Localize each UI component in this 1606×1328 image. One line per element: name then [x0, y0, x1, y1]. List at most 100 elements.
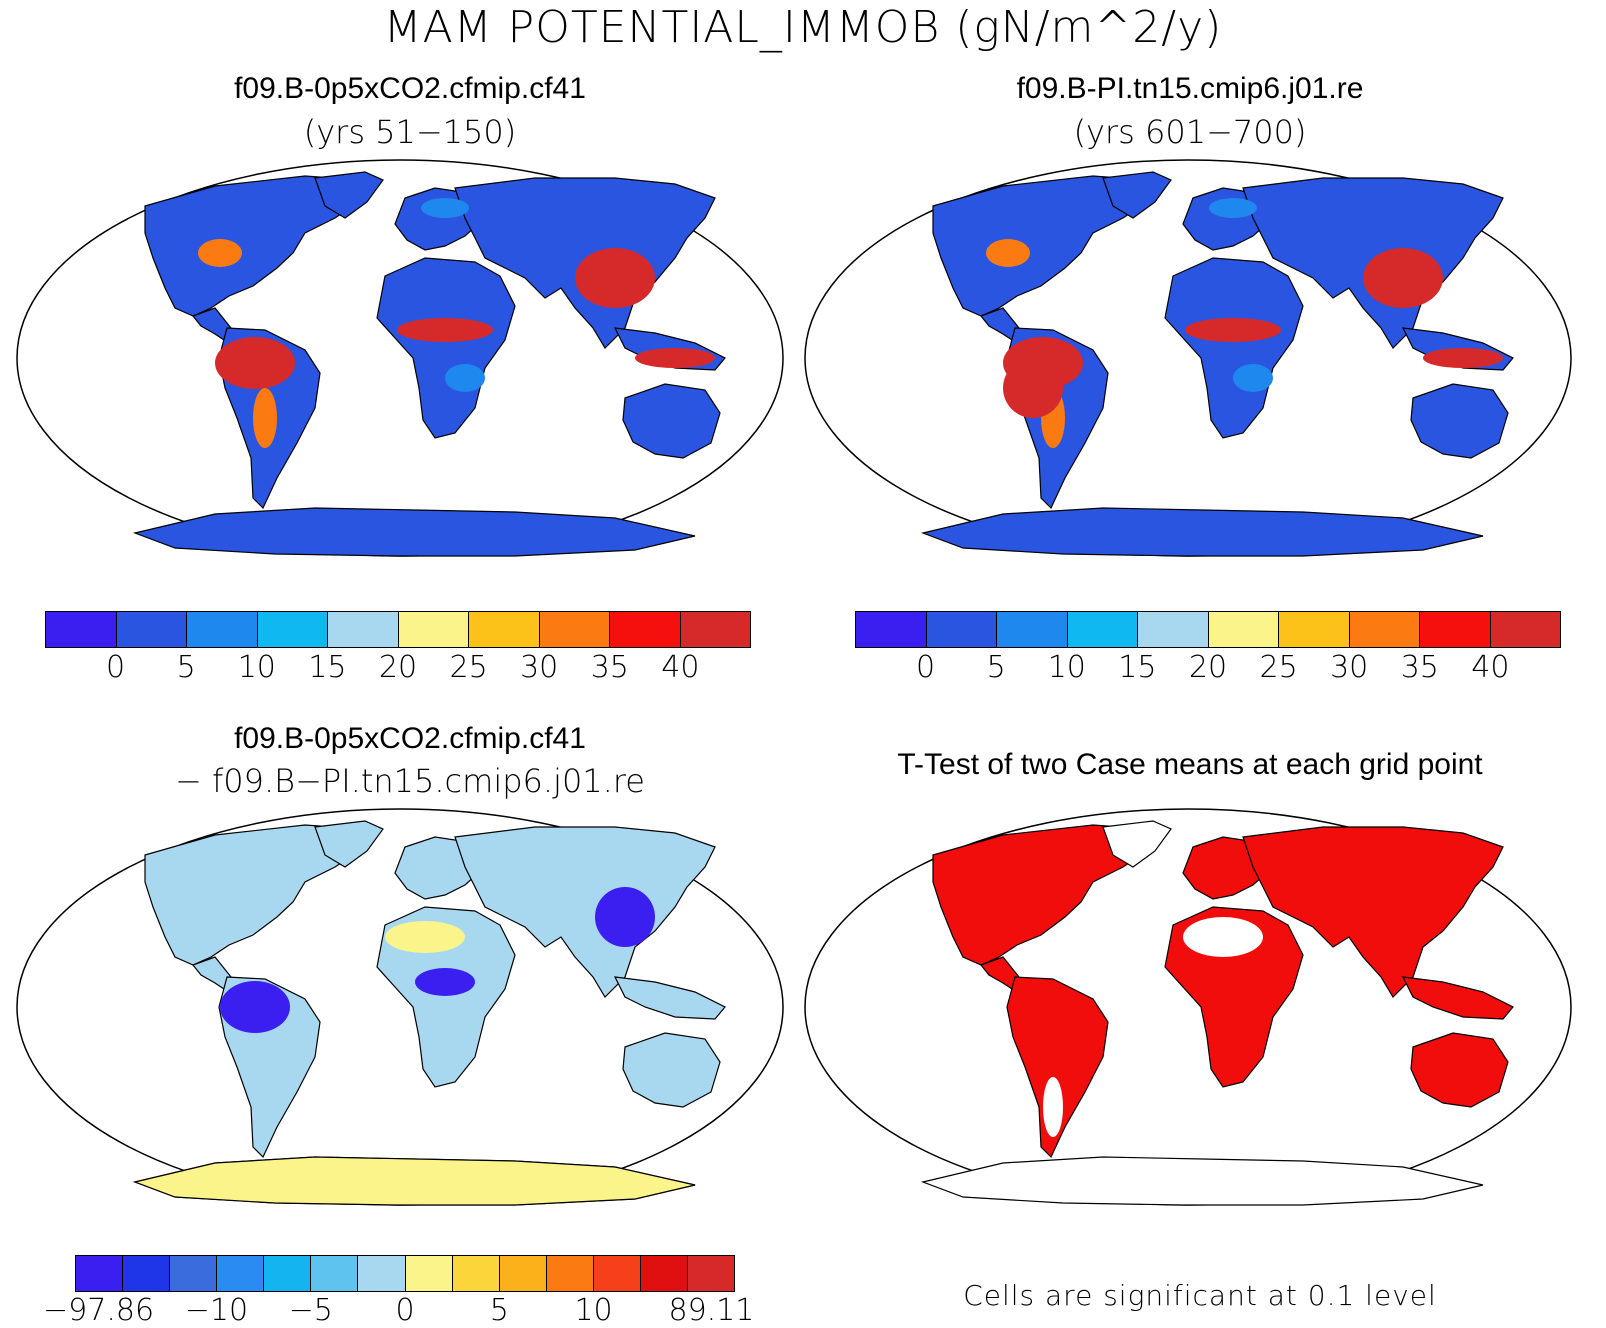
continent-greenland — [1102, 171, 1172, 219]
colorbar-tick-label: 15 — [308, 650, 347, 685]
colorbar-swatch — [1349, 612, 1420, 647]
continent-southAmerica — [1006, 976, 1109, 1159]
colorbar-swatch — [264, 1256, 312, 1291]
maritime-high-patch — [635, 348, 715, 368]
panel2-subtitle: (yrs 601−700) — [1073, 113, 1307, 151]
colorbar-tick-label: 40 — [661, 650, 700, 685]
us-high-patch — [986, 239, 1030, 267]
colorbar-swatch — [546, 1256, 594, 1291]
panel3-colorbar-ticks: −97.86 −10 −5 0 5 10 89.11 — [43, 1293, 754, 1328]
colorbar-tick-label: 5 — [489, 1293, 509, 1328]
figure-title: MAM POTENTIAL_IMMOB (gN/m^2/y) — [383, 2, 1223, 53]
colorbar-swatch — [640, 1256, 689, 1291]
east-asia-high-patch — [1363, 248, 1443, 308]
continent-seAsia — [613, 976, 726, 1020]
colorbar-swatch — [217, 1256, 265, 1291]
colorbar-tick-label: 40 — [1471, 650, 1510, 685]
continent-greenland — [314, 820, 384, 868]
continent-seAsia — [1401, 976, 1514, 1020]
colorbar-swatch — [76, 1256, 124, 1291]
sahel-negative-patch — [415, 968, 475, 996]
panel2-title: f09.B-PI.tn15.cmip6.j01.re — [1016, 72, 1364, 105]
maritime-high-patch — [1423, 348, 1503, 368]
colorbar-tick-label: 10 — [574, 1293, 613, 1328]
colorbar-tick-label: 10 — [1047, 650, 1086, 685]
panel3-subtitle: − f09.B−PI.tn15.cmip6.j01.re — [175, 762, 645, 800]
colorbar-tick-label: 30 — [1330, 650, 1369, 685]
continent-greenland — [1102, 820, 1172, 868]
continent-antarctica — [920, 1156, 1484, 1206]
colorbar-tick-label: 30 — [520, 650, 559, 685]
colorbar-swatch — [997, 612, 1068, 647]
continent-antarctica — [132, 1156, 696, 1206]
colorbar-swatch — [170, 1256, 218, 1291]
colorbar-tick-label: −10 — [184, 1293, 249, 1328]
colorbar-tick-label: 89.11 — [668, 1293, 755, 1328]
colorbar-swatch — [1067, 612, 1138, 647]
colorbar-tick-label: 15 — [1118, 650, 1157, 685]
panel2-colorbar — [855, 611, 1561, 648]
panel3-title: f09.B-0p5xCO2.cfmip.cf41 — [234, 722, 586, 755]
colorbar-tick-label: 0 — [106, 650, 126, 685]
colorbar-swatch — [1138, 612, 1209, 647]
sahel-high-patch — [397, 318, 493, 342]
colorbar-swatch — [499, 1256, 547, 1291]
colorbar-swatch — [187, 612, 258, 647]
sahara-nonsignificant-patch — [1183, 917, 1263, 957]
colorbar-tick-label: 10 — [237, 650, 276, 685]
panel4-title: T-Test of two Case means at each grid po… — [897, 748, 1483, 781]
panel1-subtitle: (yrs 51−150) — [303, 113, 517, 151]
colorbar-swatch — [398, 612, 469, 647]
panel1-title: f09.B-0p5xCO2.cfmip.cf41 — [234, 72, 586, 105]
sahel-high-patch — [1185, 318, 1281, 342]
continent-australia — [1410, 1032, 1509, 1108]
colorbar-swatch — [1420, 612, 1491, 647]
brazil-patch — [253, 388, 277, 448]
colorbar-swatch — [593, 1256, 641, 1291]
panel2-map — [804, 159, 1572, 557]
south-africa-patch — [1233, 364, 1273, 392]
continent-greenland — [314, 171, 384, 219]
colorbar-swatch — [680, 612, 750, 647]
panel1-colorbar-ticks: 0 5 10 15 20 25 30 35 40 — [45, 650, 751, 690]
colorbar-swatch — [116, 612, 187, 647]
sahara-positive-patch — [385, 921, 465, 953]
continent-asia — [454, 826, 716, 998]
colorbar-swatch — [257, 612, 328, 647]
colorbar-tick-label: 5 — [176, 650, 196, 685]
continent-antarctica — [920, 507, 1484, 557]
colorbar-tick-label: 25 — [1259, 650, 1298, 685]
colorbar-swatch — [1279, 612, 1350, 647]
continent-asia — [1242, 826, 1504, 998]
colorbar-swatch — [1208, 612, 1279, 647]
panel3-map — [16, 808, 784, 1206]
colorbar-swatch — [469, 612, 540, 647]
panel1-map — [16, 159, 784, 557]
continent-australia — [622, 383, 721, 459]
amazon-negative-patch — [220, 981, 290, 1033]
colorbar-tick-label: 5 — [986, 650, 1006, 685]
colorbar-tick-label: 0 — [916, 650, 936, 685]
east-asia-negative-patch — [595, 887, 655, 947]
colorbar-tick-label: −5 — [288, 1293, 333, 1328]
panel4-map — [804, 808, 1572, 1206]
colorbar-tick-label: 0 — [395, 1293, 415, 1328]
continent-antarctica — [132, 507, 696, 557]
us-high-patch — [198, 239, 242, 267]
panel3-colorbar — [75, 1255, 735, 1292]
colorbar-swatch — [539, 612, 610, 647]
colorbar-swatch — [856, 612, 927, 647]
colorbar-swatch — [405, 1256, 453, 1291]
colorbar-swatch — [926, 612, 997, 647]
europe-patch — [421, 198, 469, 218]
colorbar-swatch — [688, 1256, 735, 1291]
panel1-colorbar — [45, 611, 751, 648]
colorbar-swatch — [328, 612, 399, 647]
amazon-high-patch — [215, 337, 295, 389]
continent-africa — [376, 257, 516, 439]
significance-note: Cells are significant at 0.1 level — [963, 1279, 1437, 1312]
colorbar-swatch — [610, 612, 681, 647]
east-asia-high-patch — [575, 248, 655, 308]
europe-patch — [1209, 198, 1257, 218]
amazon-extended-patch — [1003, 358, 1063, 418]
